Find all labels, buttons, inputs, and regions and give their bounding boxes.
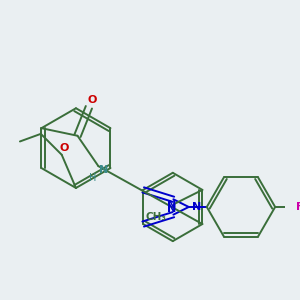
Text: O: O [60, 143, 69, 153]
Text: O: O [87, 95, 96, 105]
Text: F: F [296, 202, 300, 212]
Text: CH₃: CH₃ [145, 212, 166, 222]
Text: N: N [167, 200, 176, 210]
Text: H: H [89, 173, 96, 184]
Text: N: N [192, 202, 201, 212]
Text: N: N [98, 165, 108, 175]
Text: N: N [167, 204, 176, 214]
